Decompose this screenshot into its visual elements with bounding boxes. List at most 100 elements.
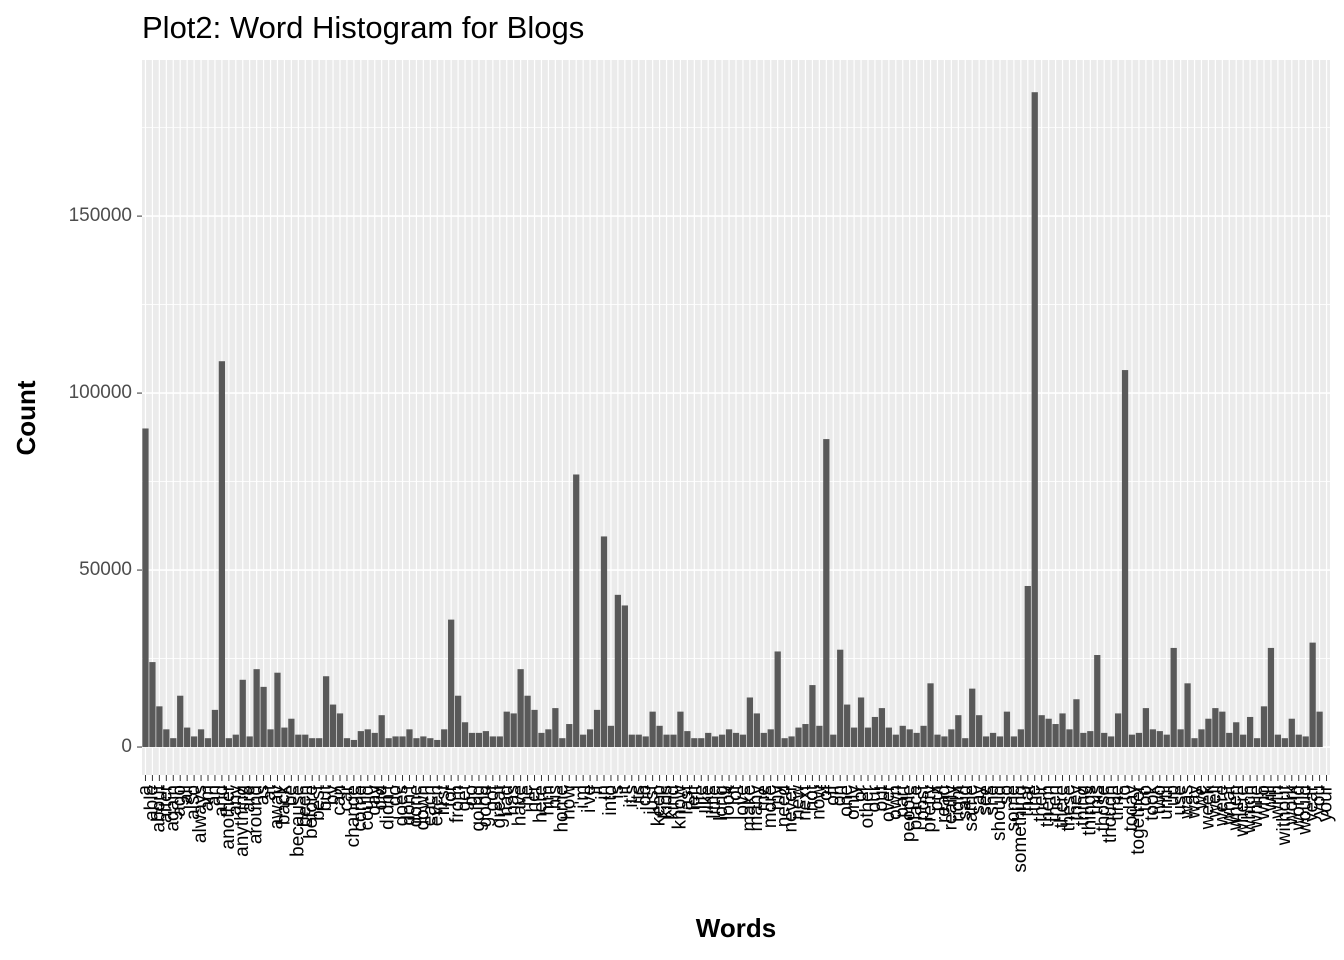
- bar: [677, 711, 684, 748]
- x-tick-label: way: [1184, 785, 1205, 820]
- bar: [1101, 732, 1108, 748]
- x-tick-label: before: [301, 785, 322, 839]
- bar: [1121, 370, 1129, 748]
- bar: [739, 734, 747, 748]
- bar: [816, 725, 823, 748]
- bar: [364, 729, 371, 748]
- bar: [427, 738, 434, 748]
- bar: [538, 732, 545, 748]
- x-tick-label: job: [635, 785, 656, 811]
- x-tick-label: about: [148, 784, 169, 832]
- bar: [420, 736, 427, 748]
- bar: [1128, 734, 1136, 748]
- bar: [1191, 738, 1198, 748]
- x-tick-label: another: [218, 784, 239, 849]
- x-tick-label: does: [392, 785, 413, 826]
- x-tick-label: world: [1288, 785, 1309, 831]
- x-tick-label: my: [767, 785, 788, 811]
- bar: [774, 651, 781, 748]
- bar: [385, 738, 392, 748]
- bar: [552, 708, 559, 748]
- x-tick-label: make: [739, 785, 760, 831]
- x-tick-label: which: [1239, 785, 1260, 835]
- x-tick-label: just: [642, 784, 663, 815]
- x-tick-label: would: [1295, 785, 1316, 836]
- x-tick-label: them: [1038, 785, 1059, 827]
- bar: [906, 729, 913, 748]
- bar: [1156, 731, 1163, 748]
- bar: [1059, 713, 1066, 748]
- bar: [1149, 729, 1156, 748]
- bar: [170, 738, 177, 748]
- bar: [517, 669, 524, 748]
- x-tick-label: should: [989, 785, 1010, 841]
- bar: [309, 738, 316, 748]
- x-tick-label: never: [781, 784, 802, 832]
- bar: [753, 713, 760, 748]
- bar: [461, 722, 469, 748]
- x-tick-label: part: [892, 784, 913, 817]
- bar: [573, 474, 580, 748]
- bar: [468, 732, 476, 748]
- bar: [795, 727, 802, 748]
- bar: [448, 619, 455, 748]
- x-tick-label: lot: [725, 784, 746, 805]
- x-tick-label: his: [544, 785, 565, 809]
- bar: [982, 736, 990, 748]
- bar: [600, 536, 608, 748]
- x-tick-label: if: [586, 784, 607, 794]
- bar: [920, 725, 927, 748]
- bar: [1184, 683, 1191, 748]
- bar: [850, 727, 858, 748]
- x-tick-label: next: [794, 784, 815, 821]
- x-tick-label: over: [878, 784, 899, 822]
- x-tick-label: while: [1246, 785, 1267, 829]
- x-tick-label: right: [947, 784, 968, 822]
- bar: [1135, 732, 1143, 748]
- bar: [767, 729, 774, 748]
- x-tick-label: who: [1253, 785, 1274, 821]
- bar: [642, 736, 649, 748]
- x-tick-label: can: [329, 785, 350, 816]
- x-tick-label: they: [1065, 785, 1086, 821]
- bar: [371, 732, 378, 748]
- bar: [1114, 713, 1122, 748]
- x-tick-label: be: [280, 785, 301, 806]
- x-tick-label: at: [260, 784, 281, 801]
- x-tick-label: in: [593, 785, 614, 800]
- x-axis-title: Words: [696, 913, 776, 943]
- bar: [225, 738, 232, 748]
- x-tick-label: again: [162, 785, 183, 832]
- bar: [1010, 736, 1018, 748]
- x-tick-label: him: [537, 785, 558, 816]
- x-tick-label: first: [433, 784, 454, 815]
- bar: [163, 729, 170, 748]
- bar: [1233, 722, 1240, 748]
- bar: [781, 738, 788, 748]
- bar: [1253, 738, 1261, 748]
- x-tick-label: some: [1003, 785, 1024, 831]
- x-tick-label: see: [975, 785, 996, 816]
- bar: [482, 731, 490, 748]
- bars: [142, 92, 1323, 748]
- x-tick-label: into: [600, 785, 621, 816]
- bar: [413, 738, 420, 748]
- x-tick-label: only: [843, 785, 864, 820]
- x-tick-label: the: [1024, 785, 1045, 811]
- bar: [406, 729, 413, 748]
- bar: [614, 594, 622, 748]
- y-axis-title: Count: [11, 380, 41, 455]
- bar: [1108, 736, 1115, 748]
- x-tick-label: time: [1107, 785, 1128, 821]
- x-tick-label: back: [273, 785, 294, 826]
- x-tick-label: its: [628, 785, 649, 804]
- bar: [1316, 711, 1323, 748]
- x-tick-label: it: [614, 784, 635, 794]
- x-tick-label: because: [287, 785, 308, 857]
- bar: [760, 732, 767, 748]
- bar: [1281, 738, 1288, 748]
- x-tick-label: off: [822, 784, 843, 806]
- bar: [892, 734, 899, 748]
- bar: [434, 739, 441, 748]
- bar: [649, 711, 656, 748]
